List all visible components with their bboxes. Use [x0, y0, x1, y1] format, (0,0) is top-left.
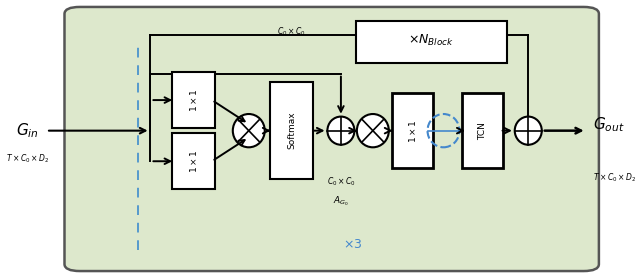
- Text: TCN: TCN: [477, 122, 486, 140]
- Text: $A_{G_0}$: $A_{G_0}$: [333, 195, 349, 208]
- FancyBboxPatch shape: [172, 133, 215, 189]
- Text: $T \times C_0 \times D_2$: $T \times C_0 \times D_2$: [6, 152, 49, 165]
- Text: $1\times1$: $1\times1$: [407, 119, 419, 143]
- Ellipse shape: [357, 114, 389, 147]
- Text: $C_0 \times C_0$: $C_0 \times C_0$: [326, 176, 355, 188]
- Text: $C_0 \times C_0$: $C_0 \times C_0$: [277, 26, 306, 38]
- Text: $G_{out}$: $G_{out}$: [593, 116, 625, 135]
- Text: $\times 3$: $\times 3$: [344, 238, 363, 251]
- Ellipse shape: [233, 114, 265, 147]
- Text: $1\times1$: $1\times1$: [188, 149, 199, 173]
- FancyBboxPatch shape: [270, 82, 313, 179]
- Ellipse shape: [515, 116, 542, 145]
- FancyBboxPatch shape: [65, 7, 599, 271]
- Text: Softmax: Softmax: [287, 112, 296, 150]
- FancyBboxPatch shape: [392, 93, 433, 168]
- Text: $G_{in}$: $G_{in}$: [16, 121, 39, 140]
- Text: $T \times C_0 \times D_2$: $T \times C_0 \times D_2$: [593, 172, 636, 184]
- Text: $\times N_{Block}$: $\times N_{Block}$: [408, 33, 454, 48]
- FancyBboxPatch shape: [172, 72, 215, 128]
- Text: $1\times1$: $1\times1$: [188, 88, 199, 112]
- FancyBboxPatch shape: [356, 21, 507, 63]
- FancyBboxPatch shape: [461, 93, 503, 168]
- Ellipse shape: [328, 116, 355, 145]
